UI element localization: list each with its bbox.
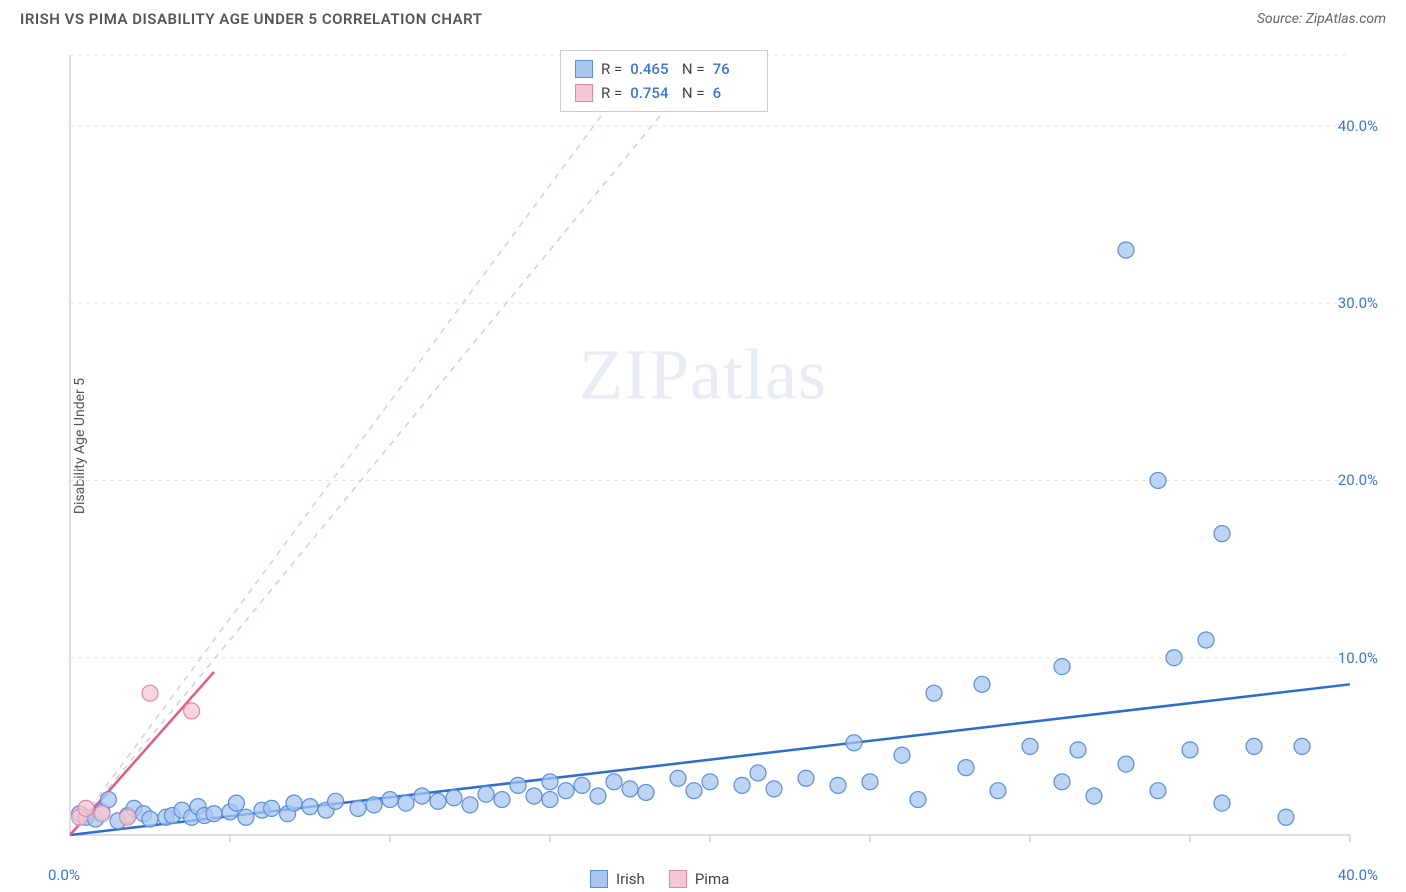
swatch-irish (575, 60, 593, 78)
source-credit: Source: ZipAtlas.com (1257, 11, 1386, 27)
x-axis-max-label: 40.0% (1338, 866, 1378, 884)
swatch-pima-icon (669, 870, 687, 888)
y-tick-label: 20.0% (1338, 471, 1378, 489)
y-tick-label: 10.0% (1338, 649, 1378, 667)
x-axis-min-label: 0.0% (48, 866, 80, 884)
chart-title: IRISH VS PIMA DISABILITY AGE UNDER 5 COR… (20, 10, 482, 28)
y-tick-label: 30.0% (1338, 294, 1378, 312)
legend-item-pima: Pima (669, 870, 729, 888)
legend-item-irish: Irish (590, 870, 645, 888)
stats-legend: R = 0.465 N = 76 R = 0.754 N = 6 (560, 50, 768, 112)
swatch-pima (575, 84, 593, 102)
stats-row-irish: R = 0.465 N = 76 (575, 57, 753, 81)
scatter-plot (50, 45, 1390, 875)
series-legend: Irish Pima (590, 870, 729, 888)
swatch-irish-icon (590, 870, 608, 888)
chart-header: IRISH VS PIMA DISABILITY AGE UNDER 5 COR… (0, 0, 1406, 33)
stats-row-pima: R = 0.754 N = 6 (575, 81, 753, 105)
chart-area (50, 45, 1390, 875)
y-tick-label: 40.0% (1338, 117, 1378, 135)
